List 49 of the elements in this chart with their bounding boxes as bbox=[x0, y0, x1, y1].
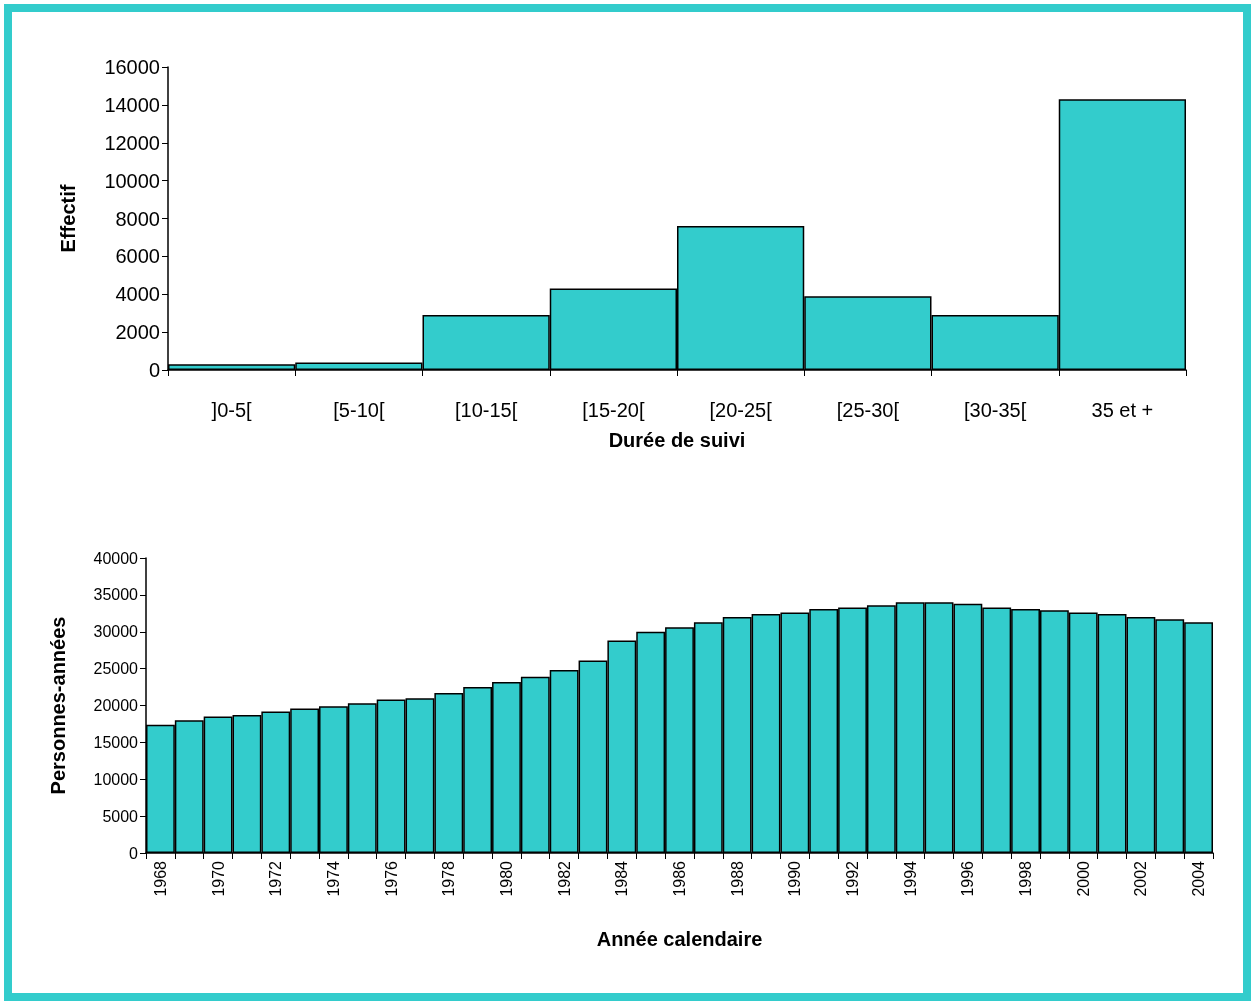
y-tick-label: 15000 bbox=[93, 733, 139, 751]
x-tick-label: 2004 bbox=[1190, 860, 1208, 897]
y-axis-title: Effectif bbox=[57, 184, 79, 253]
y-tick-label: 35000 bbox=[93, 586, 139, 604]
x-tick-label: 1982 bbox=[555, 860, 573, 897]
y-tick-label: 40000 bbox=[93, 549, 139, 567]
y-tick-label: 2000 bbox=[115, 321, 160, 344]
x-tick-label: [25-30[ bbox=[836, 399, 900, 421]
x-tick-label: 2000 bbox=[1074, 860, 1092, 897]
x-axis-title: Durée de suivi bbox=[608, 429, 746, 451]
x-tick-label: [15-20[ bbox=[582, 399, 645, 421]
y-tick-label: 20000 bbox=[93, 697, 139, 714]
x-tick-label: 1996 bbox=[959, 860, 977, 897]
x-tick-label: 1994 bbox=[901, 860, 919, 897]
x-tick-label: [5-10[ bbox=[333, 399, 385, 421]
x-tick-label: [10-15[ bbox=[454, 399, 518, 421]
x-tick-label: 1992 bbox=[844, 860, 862, 897]
y-tick-label: 4000 bbox=[115, 283, 160, 306]
x-tick-label: 1980 bbox=[497, 860, 515, 897]
x-tick-label: 1970 bbox=[209, 860, 227, 897]
x-tick-label: 1978 bbox=[440, 860, 458, 897]
x-tick-label: 1998 bbox=[1017, 860, 1035, 897]
x-tick-label: 1974 bbox=[324, 860, 342, 897]
y-tick-label: 16000 bbox=[104, 56, 160, 78]
x-tick-label: 1988 bbox=[728, 860, 746, 897]
x-tick-label: 1972 bbox=[267, 860, 285, 897]
y-tick-label: 10000 bbox=[104, 169, 160, 192]
y-tick-label: 6000 bbox=[115, 245, 160, 268]
x-tick-label: 2002 bbox=[1132, 860, 1150, 897]
x-axis-title: Année calendaire bbox=[596, 928, 763, 950]
x-tick-label: [20-25[ bbox=[709, 399, 773, 421]
y-tick-label: 10000 bbox=[93, 770, 139, 788]
y-tick-label: 0 bbox=[148, 359, 160, 381]
x-tick-label: 35 et + bbox=[1091, 399, 1154, 421]
y-tick-label: 8000 bbox=[115, 207, 160, 230]
y-tick-label: 14000 bbox=[104, 93, 160, 116]
x-tick-label: 1968 bbox=[151, 860, 169, 897]
y-tick-label: 0 bbox=[129, 844, 139, 862]
x-tick-label: 1986 bbox=[671, 860, 688, 897]
y-tick-label: 25000 bbox=[93, 660, 139, 678]
x-tick-label: ]0-5[ bbox=[211, 399, 253, 421]
y-axis-title: Personnes-années bbox=[47, 616, 69, 795]
y-tick-label: 12000 bbox=[104, 131, 160, 154]
x-tick-label: 1990 bbox=[786, 860, 804, 897]
x-tick-label: 1984 bbox=[613, 860, 631, 897]
x-tick-label: [30-35[ bbox=[963, 399, 1027, 421]
x-tick-label: 1976 bbox=[382, 860, 400, 897]
y-tick-label: 5000 bbox=[102, 807, 139, 825]
y-tick-label: 30000 bbox=[93, 623, 139, 641]
